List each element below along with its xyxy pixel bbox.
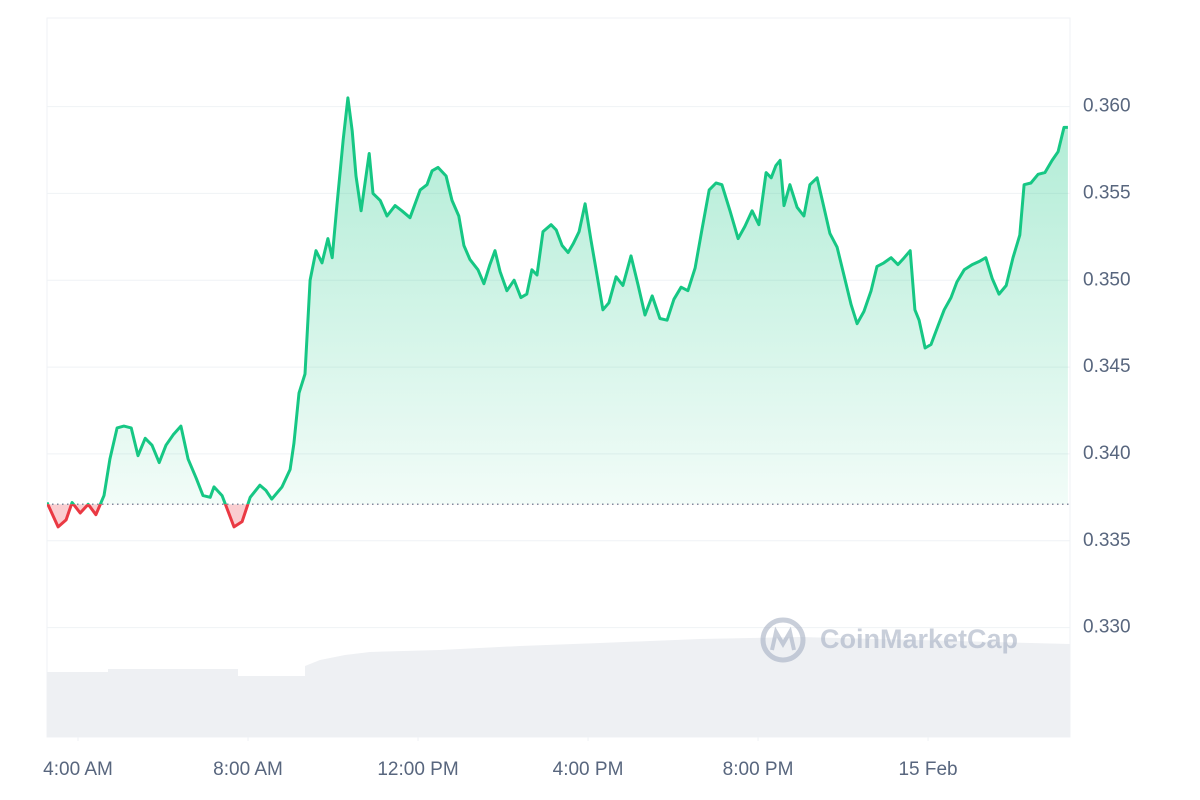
x-tick-label: 8:00 AM (213, 759, 283, 780)
y-tick-label: 0.340 (1083, 443, 1131, 464)
y-tick-label: 0.355 (1083, 182, 1131, 203)
x-tick-label: 8:00 PM (723, 759, 794, 780)
y-tick-label: 0.360 (1083, 96, 1131, 117)
price-line-down (47, 504, 250, 529)
watermark: CoinMarketCap (760, 617, 1018, 663)
x-tick-label: 4:00 AM (43, 759, 113, 780)
y-tick-label: 0.335 (1083, 530, 1131, 551)
watermark-logo (760, 617, 806, 663)
area-up (47, 97, 1068, 505)
y-tick-label: 0.345 (1083, 356, 1131, 377)
x-tick-label: 12:00 PM (377, 759, 458, 780)
watermark-text: CoinMarketCap (820, 624, 1018, 654)
plot (47, 96, 1070, 529)
volume-area (47, 637, 1070, 737)
y-tick-label: 0.350 (1083, 269, 1131, 290)
price-line-up (47, 96, 1068, 505)
y-tick-label: 0.330 (1083, 617, 1131, 638)
watermark-logo-m (770, 626, 796, 651)
x-tick-label: 15 Feb (898, 759, 957, 780)
x-tick-label: 4:00 PM (553, 759, 624, 780)
